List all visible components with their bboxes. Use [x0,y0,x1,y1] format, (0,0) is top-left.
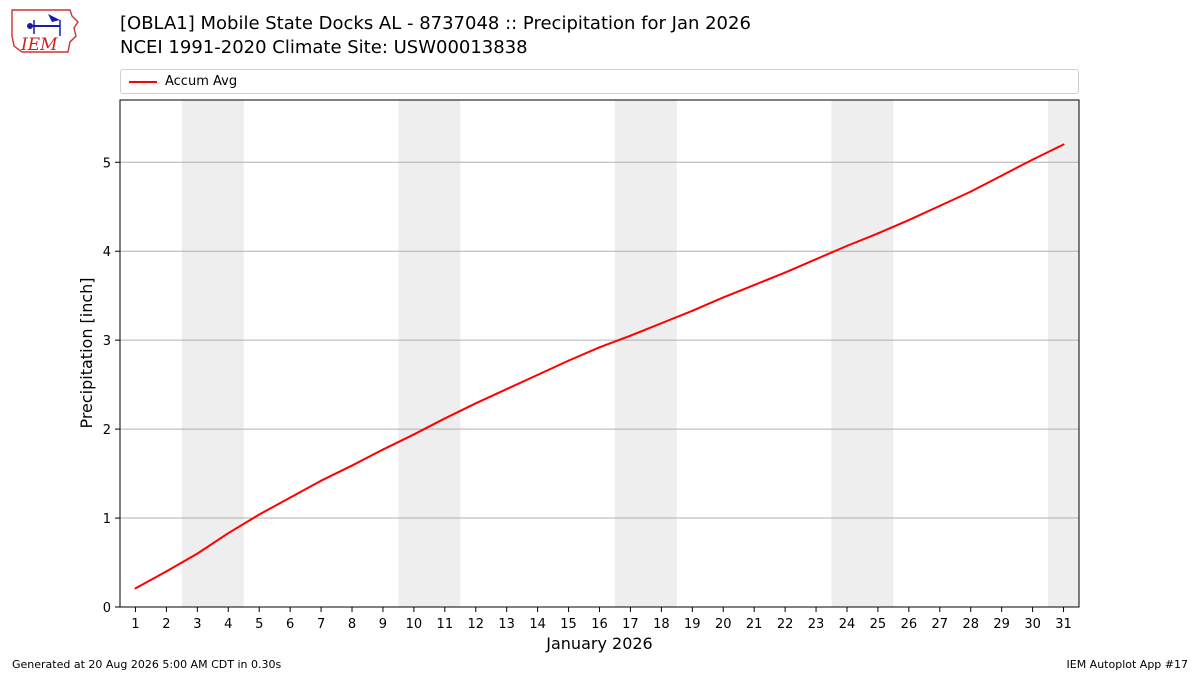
data-point [536,373,539,376]
x-tick-label: 10 [406,617,423,632]
x-tick-label: 16 [591,617,608,632]
data-point [876,232,879,235]
data-point [505,388,508,391]
x-tick-label: 22 [777,617,794,632]
x-axis-label: January 2026 [545,634,652,653]
x-tick-label: 21 [746,617,763,632]
x-tick-label: 19 [684,617,701,632]
x-axis-ticks: 1 2 3 4 5 6 7 8 9 10 11 12 13 14 15 16 17 18 19 20 21 22 23 24 2… [131,607,1072,632]
data-point [351,464,354,467]
series-layer [134,143,1065,590]
data-point [784,271,787,274]
data-point [289,496,292,499]
x-tick-label: 3 [193,617,201,632]
weekend-band [614,100,677,607]
data-point [1031,158,1034,161]
x-tick-label: 31 [1055,617,1072,632]
x-tick-label: 5 [255,617,263,632]
x-tick-label: 26 [901,617,918,632]
data-point [969,190,972,193]
legend: Accum Avg [120,69,1079,94]
weekend-bands [181,100,1079,607]
data-point [691,309,694,312]
series-line-accum-avg [134,143,1064,590]
data-point [474,402,477,405]
data-point [845,244,848,247]
data-point [1062,143,1065,146]
y-tick-label: 2 [103,423,111,438]
x-tick-label: 25 [870,617,887,632]
data-point [938,204,941,207]
data-point [753,284,756,287]
y-axis-ticks: 0 1 2 3 4 5 [103,156,120,616]
x-tick-label: 2 [162,617,170,632]
x-tick-label: 1 [131,617,139,632]
iem-logo-text: IEM [20,35,58,55]
x-tick-label: 7 [317,617,325,632]
chart-title: [OBLA1] Mobile State Docks AL - 8737048 … [120,13,751,34]
x-tick-label: 29 [993,617,1010,632]
data-point [722,296,725,299]
data-point [598,346,601,349]
weekend-band [831,100,894,607]
x-tick-label: 20 [715,617,732,632]
data-point [134,587,137,590]
data-point [815,258,818,261]
generated-timestamp: Generated at 20 Aug 2026 5:00 AM CDT in … [12,658,282,671]
iem-logo: IEM [11,9,79,55]
iowa-outline-icon [11,9,79,53]
grid-lines [120,161,1079,608]
data-point [660,322,663,325]
data-point [1000,174,1003,177]
y-tick-label: 5 [103,156,111,171]
weekend-band [1048,100,1079,607]
x-tick-label: 15 [560,617,577,632]
x-tick-label: 23 [808,617,825,632]
x-tick-label: 9 [379,617,387,632]
x-tick-label: 27 [932,617,949,632]
x-tick-label: 12 [467,617,484,632]
weekend-band [398,100,461,607]
plot-frame [119,99,1080,608]
x-tick-label: 14 [529,617,546,632]
x-tick-label: 13 [498,617,515,632]
y-tick-label: 1 [103,512,111,527]
data-point [443,417,446,420]
y-tick-label: 4 [103,245,111,260]
data-point [227,532,230,535]
x-tick-label: 4 [224,617,232,632]
data-point [381,448,384,451]
y-tick-label: 0 [103,601,111,616]
y-tick-label: 3 [103,334,111,349]
legend-swatch [129,81,157,83]
app-credit: IEM Autoplot App #17 [1066,658,1189,671]
x-tick-label: 17 [622,617,639,632]
data-point [567,359,570,362]
data-point [165,570,168,573]
legend-label: Accum Avg [165,74,238,89]
data-point [629,334,632,337]
x-tick-label: 18 [653,617,670,632]
data-point [320,479,323,482]
x-tick-label: 30 [1024,617,1041,632]
y-axis-label: Precipitation [inch] [77,277,96,428]
x-tick-label: 24 [839,617,856,632]
chart-subtitle: NCEI 1991-2020 Climate Site: USW00013838 [120,37,528,58]
x-tick-label: 8 [348,617,356,632]
data-point [258,513,261,516]
x-tick-label: 28 [962,617,979,632]
x-tick-label: 11 [437,617,454,632]
x-tick-label: 6 [286,617,294,632]
data-point [196,552,199,555]
data-point [412,433,415,436]
data-point [907,219,910,222]
weekend-band [181,100,244,607]
